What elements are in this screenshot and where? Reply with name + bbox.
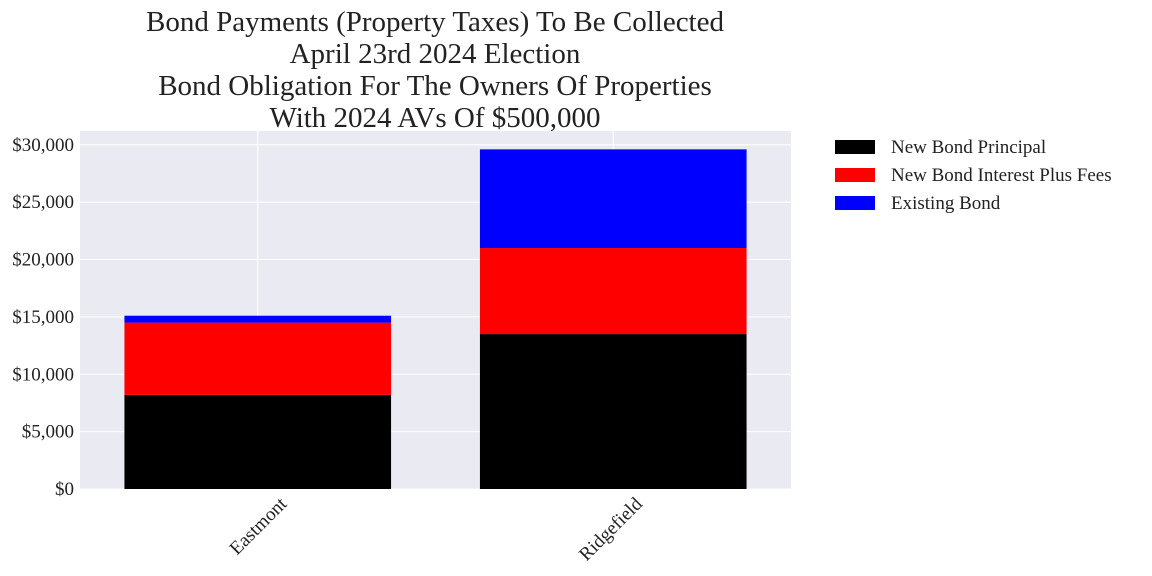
x-tick-label: Ridgefield [575,493,647,565]
title-line: Bond Obligation For The Owners Of Proper… [158,70,712,102]
bars [124,149,747,489]
chart-title: Bond Payments (Property Taxes) To Be Col… [146,6,725,134]
title-line: With 2024 AVs Of $500,000 [269,102,600,134]
legend: New Bond Principal New Bond Interest Plus… [835,137,1112,214]
bar-segment [479,149,747,249]
y-tick-label: $15,000 [12,307,74,328]
bar-segment [479,334,747,489]
title-line: April 23rd 2024 Election [290,38,581,70]
y-tick-label: $0 [55,479,74,500]
y-tick-label: $25,000 [12,192,74,213]
y-tick-label: $10,000 [12,364,74,385]
y-tick-label: $20,000 [12,250,74,271]
y-tick-label: $30,000 [12,135,74,156]
bar-segment [124,315,392,323]
y-tick-label: $5,000 [22,422,74,443]
legend-label: New Bond Principal [891,137,1046,158]
legend-swatch [835,168,875,182]
x-axis-ticks: Eastmont Ridgefield [226,493,647,565]
bar-segment [124,322,392,395]
legend-label: Existing Bond [891,193,1001,214]
legend-swatch [835,196,875,210]
legend-swatch [835,140,875,154]
x-tick-label: Eastmont [226,493,292,559]
legend-label: New Bond Interest Plus Fees [891,165,1112,186]
y-axis-ticks: $0 $5,000 $10,000 $15,000 $20,000 $25,000 $30,… [12,135,74,500]
bar-segment [124,394,392,489]
title-line: Bond Payments (Property Taxes) To Be Col… [146,6,725,38]
bar-segment [479,248,747,335]
